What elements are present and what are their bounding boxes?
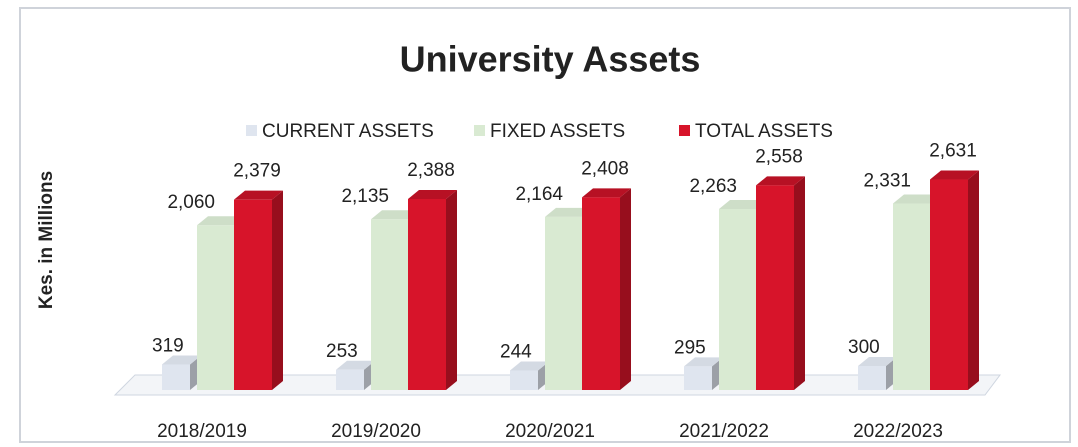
bar-top xyxy=(719,199,767,209)
bar-front xyxy=(893,203,930,390)
chart-title: University Assets xyxy=(400,39,701,80)
bar-front xyxy=(510,370,538,390)
data-label: 2,263 xyxy=(689,176,737,197)
bar-top xyxy=(545,207,593,217)
bar-front xyxy=(719,208,756,390)
bar xyxy=(336,360,375,390)
data-label: 253 xyxy=(326,341,358,362)
bar xyxy=(234,190,283,390)
data-label: 2,164 xyxy=(515,184,563,205)
bar-top xyxy=(858,357,897,366)
bar-front xyxy=(756,185,794,390)
data-label: 319 xyxy=(152,335,184,356)
data-label: 2,388 xyxy=(407,160,455,181)
bar-top xyxy=(234,190,283,200)
data-label: 2,135 xyxy=(341,186,389,207)
bar-top xyxy=(756,176,805,186)
bar xyxy=(162,355,201,390)
x-tick-label: 2018/2019 xyxy=(157,421,247,442)
bar-front xyxy=(545,216,582,390)
bar-front xyxy=(234,199,272,390)
bar-top xyxy=(408,189,457,199)
bar-front xyxy=(371,219,408,390)
bar-front xyxy=(336,369,364,390)
data-label: 2,331 xyxy=(863,171,911,192)
x-tick-label: 2021/2022 xyxy=(679,421,769,442)
bar-top xyxy=(371,210,419,220)
bar-top xyxy=(893,194,941,204)
legend-swatch xyxy=(246,125,257,136)
legend-swatch xyxy=(474,125,485,136)
data-label: 2,558 xyxy=(755,146,803,167)
data-label: 2,379 xyxy=(233,161,281,182)
bar-front xyxy=(197,225,234,390)
bar-side xyxy=(620,188,631,390)
bar-front xyxy=(684,366,712,390)
bar-side xyxy=(272,190,283,390)
bar-top xyxy=(930,170,979,180)
y-axis-label: Kes. in Millions xyxy=(36,171,57,309)
bar-front xyxy=(930,179,968,390)
bar-front xyxy=(408,198,446,390)
bar xyxy=(756,176,805,390)
x-tick-label: 2019/2020 xyxy=(331,421,421,442)
bar xyxy=(582,188,631,390)
bar-side xyxy=(446,189,457,390)
bar-top xyxy=(336,360,375,370)
bar-side xyxy=(968,170,979,390)
bar-top xyxy=(162,355,201,365)
legend-label: FIXED ASSETS xyxy=(490,121,625,142)
data-label: 295 xyxy=(674,337,706,358)
data-label: 2,408 xyxy=(581,158,629,179)
bar-front xyxy=(858,366,886,390)
bar-front xyxy=(582,197,620,390)
legend-label: TOTAL ASSETS xyxy=(695,121,833,142)
bar xyxy=(408,189,457,390)
bar-front xyxy=(162,364,190,390)
x-tick-label: 2020/2021 xyxy=(505,421,595,442)
data-label: 300 xyxy=(848,337,880,358)
bar xyxy=(510,361,549,390)
legend-label: CURRENT ASSETS xyxy=(262,121,434,142)
x-tick-label: 2022/2023 xyxy=(853,421,943,442)
bar xyxy=(858,357,897,390)
bar xyxy=(684,357,723,390)
bar-top xyxy=(510,361,549,371)
bar-top xyxy=(582,188,631,198)
bar-side xyxy=(794,176,805,390)
data-label: 244 xyxy=(500,341,532,362)
legend-swatch xyxy=(679,125,690,136)
bar xyxy=(930,170,979,390)
bar-top xyxy=(684,357,723,367)
data-label: 2,060 xyxy=(167,192,215,213)
data-label: 2,631 xyxy=(929,141,977,162)
bar-top xyxy=(197,216,245,226)
